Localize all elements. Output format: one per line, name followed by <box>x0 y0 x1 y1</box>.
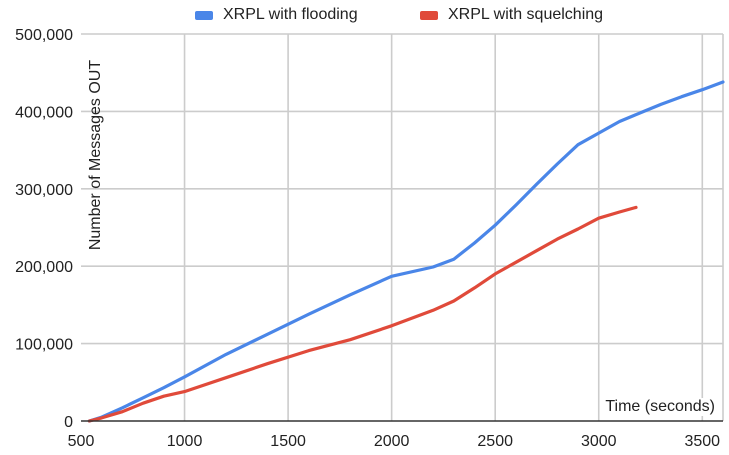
x-tick-label: 1000 <box>167 433 203 450</box>
y-tick-label: 0 <box>64 414 73 431</box>
series-line-flooding <box>87 80 725 423</box>
x-tick-label: 3000 <box>581 433 617 450</box>
x-tick-label: 2000 <box>374 433 410 450</box>
legend-swatch-squelching <box>420 10 438 20</box>
legend: XRPL with flooding XRPL with squelching <box>0 6 729 28</box>
y-axis-tick-labels: 0 100,000 200,000 300,000 400,000 500,000 <box>15 27 73 431</box>
y-tick-label: 200,000 <box>15 259 73 276</box>
legend-label-squelching: XRPL with squelching <box>448 6 604 23</box>
x-tick-label: 2500 <box>477 433 513 450</box>
y-tick-label: 300,000 <box>15 182 73 199</box>
x-axis-tick-labels: 500 1000 1500 2000 2500 3000 3500 <box>68 433 721 450</box>
y-tick-label: 400,000 <box>15 104 73 121</box>
x-tick-label: 500 <box>68 433 95 450</box>
series-lines <box>87 80 725 423</box>
legend-label-flooding: XRPL with flooding <box>223 6 358 23</box>
legend-item-squelching[interactable]: XRPL with squelching <box>420 6 603 24</box>
x-tick-label: 3500 <box>684 433 720 450</box>
grid-lines <box>81 33 724 421</box>
legend-swatch-flooding <box>195 10 213 20</box>
y-axis-title: Number of Messages OUT <box>87 59 104 251</box>
x-tick-label: 1500 <box>270 433 306 450</box>
y-tick-label: 500,000 <box>15 27 73 44</box>
x-axis-title: Time (seconds) <box>605 398 715 416</box>
legend-item-flooding[interactable]: XRPL with flooding <box>195 6 358 24</box>
series-line-squelching <box>87 205 638 423</box>
y-tick-label: 100,000 <box>15 337 73 354</box>
